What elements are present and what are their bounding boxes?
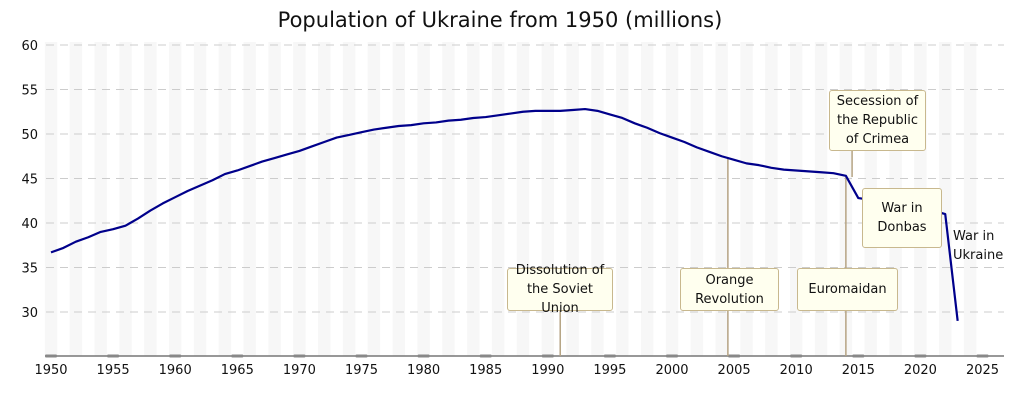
x-tick-mark (976, 354, 989, 358)
x-tick-mark (169, 354, 182, 358)
x-tick-mark (790, 354, 803, 358)
x-tick-mark (107, 354, 120, 358)
year-band (318, 42, 331, 356)
year-band (467, 42, 480, 356)
annotation-war-in-donbas: War in Donbas (862, 188, 942, 248)
year-band (939, 42, 952, 356)
y-tick-label: 55 (21, 84, 38, 99)
y-tick-label: 45 (21, 173, 38, 188)
year-band (119, 42, 132, 356)
year-band (193, 42, 207, 356)
x-tick-label: 2010 (780, 363, 813, 378)
year-band (665, 42, 679, 356)
x-tick-label: 1950 (34, 363, 67, 378)
x-tick-label: 2015 (842, 363, 875, 378)
x-tick-mark (914, 354, 927, 358)
x-tick-mark (355, 354, 368, 358)
x-tick-label: 1970 (283, 363, 316, 378)
year-band (963, 42, 977, 356)
x-tick-label: 1980 (407, 363, 440, 378)
x-tick-mark (728, 354, 741, 358)
annotation-dissolution-soviet-union: Dissolution of the Soviet Union (507, 263, 613, 316)
x-tick-mark (45, 354, 57, 358)
x-tick-mark (541, 354, 554, 358)
year-band (268, 42, 281, 356)
year-band (243, 42, 256, 356)
year-band (367, 42, 381, 356)
x-tick-mark (603, 354, 616, 358)
x-tick-mark (417, 354, 430, 358)
x-tick-label: 2020 (904, 363, 937, 378)
y-tick-label: 60 (21, 39, 38, 54)
y-tick-label: 40 (21, 217, 38, 232)
x-tick-mark (666, 354, 678, 358)
x-tick-mark (479, 354, 492, 358)
year-band (169, 42, 182, 356)
x-tick-mark (293, 354, 306, 358)
y-tick-label: 30 (21, 306, 38, 321)
x-tick-label: 1960 (159, 363, 192, 378)
annotation-war-in-ukraine: War in Ukraine (953, 229, 1004, 263)
year-band (293, 42, 306, 356)
population-line (50, 107, 959, 322)
year-band (640, 42, 654, 356)
x-tick-label: 2025 (966, 363, 999, 378)
x-tick-label: 1955 (97, 363, 130, 378)
x-tick-label: 2000 (655, 363, 688, 378)
x-tick-label: 1995 (593, 363, 626, 378)
x-tick-label: 2005 (718, 363, 751, 378)
annotation-euromaidan: Euromaidan (797, 268, 898, 311)
x-tick-label: 1985 (469, 363, 502, 378)
x-tick-label: 1965 (221, 363, 254, 378)
y-tick-label: 35 (21, 262, 38, 277)
x-tick-label: 1990 (531, 363, 564, 378)
x-tick-label: 1975 (345, 363, 378, 378)
year-band (218, 42, 232, 356)
year-band (69, 42, 83, 356)
year-band (342, 42, 356, 356)
year-band (417, 42, 430, 356)
chart-title: Population of Ukraine from 1950 (million… (277, 8, 723, 32)
x-tick-mark (852, 354, 865, 358)
year-band (491, 42, 505, 356)
x-tick-mark (231, 354, 244, 358)
y-tick-label: 50 (21, 128, 38, 143)
year-band (392, 42, 405, 356)
year-band (44, 42, 58, 356)
annotation-crimea-secession: Secession of the Republic of Crimea (829, 90, 926, 151)
annotation-orange-revolution: Orange Revolution (680, 268, 779, 311)
year-band (144, 42, 157, 356)
year-band (94, 42, 107, 356)
